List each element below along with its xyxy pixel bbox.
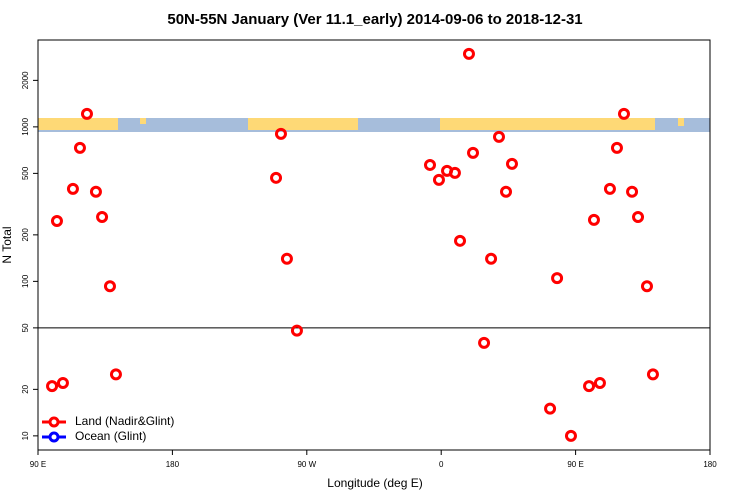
point [485, 252, 498, 265]
x-tick-label: 90 W [297, 460, 316, 469]
x-tick-label: 180 [166, 460, 180, 469]
point [617, 107, 630, 120]
legend-label: Ocean (Glint) [75, 429, 146, 443]
point [646, 368, 659, 381]
point [50, 214, 63, 227]
point [424, 158, 436, 171]
point [478, 336, 491, 349]
y-axis-label: N Total [0, 226, 14, 263]
y-tick-label: 500 [21, 166, 30, 180]
legend-marker [48, 431, 60, 443]
point [632, 210, 645, 223]
point [583, 380, 596, 393]
point [89, 185, 102, 198]
y-tick-label: 200 [21, 228, 30, 242]
point [492, 130, 505, 143]
point [587, 213, 600, 226]
y-tick-label: 50 [21, 323, 30, 332]
legend-marker [48, 416, 60, 428]
point [564, 429, 577, 442]
point [432, 173, 445, 186]
y-tick-label: 1000 [21, 117, 30, 135]
y-tick-label: 20 [21, 384, 30, 393]
point [448, 166, 461, 179]
point [103, 280, 116, 293]
point [270, 171, 283, 184]
x-tick-label: 90 E [567, 460, 583, 469]
x-axis-label: Longitude (deg E) [327, 476, 422, 490]
point [56, 376, 69, 389]
point [551, 272, 564, 285]
chart-title: 50N-55N January (Ver 11.1_early) 2014-09… [167, 11, 582, 28]
point [500, 185, 513, 198]
point [80, 107, 93, 120]
point [505, 157, 518, 170]
point [109, 368, 122, 381]
point [73, 141, 86, 154]
point [593, 376, 606, 389]
point [274, 127, 287, 140]
x-tick-label: 180 [703, 460, 717, 469]
map-strip [38, 118, 710, 132]
point [603, 182, 616, 195]
y-tick-label: 10 [21, 431, 30, 440]
plot-frame [37, 39, 711, 451]
point [462, 47, 475, 60]
y-tick-label: 100 [21, 274, 30, 288]
legend-label: Land (Nadir&Glint) [75, 414, 174, 428]
point [467, 146, 480, 159]
x-tick-label: 90 E [30, 460, 46, 469]
x-tick-label: 0 [439, 460, 444, 469]
y-tick-label: 2000 [21, 71, 30, 89]
point [610, 141, 623, 154]
point [544, 402, 557, 415]
point [290, 324, 303, 337]
point [626, 185, 639, 198]
point [280, 252, 293, 265]
point [96, 210, 109, 223]
point [46, 380, 59, 393]
point [66, 182, 79, 195]
point [454, 234, 467, 247]
point [640, 280, 653, 293]
